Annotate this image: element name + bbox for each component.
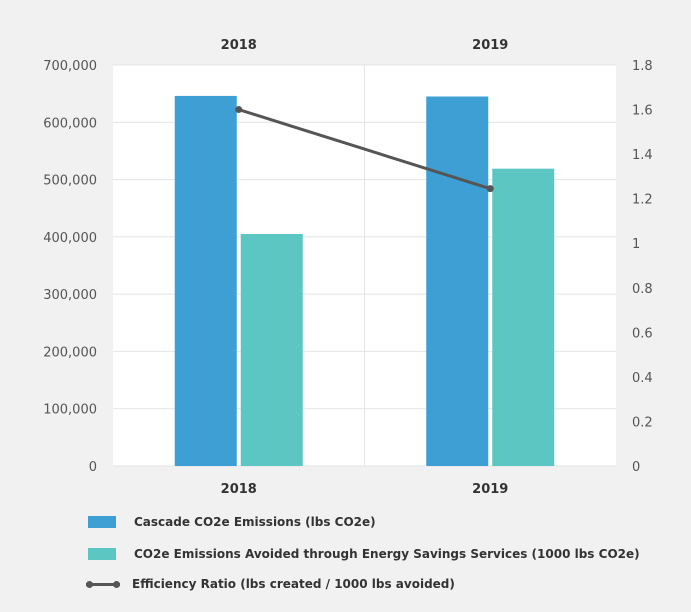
right-tick-label: 0 [632,460,640,475]
right-tick-label: 1.8 [632,59,653,74]
bar [174,95,237,466]
legend-label-avoided: CO2e Emissions Avoided through Energy Sa… [134,547,640,561]
left-tick-label: 0 [89,460,97,475]
left-tick-label: 500,000 [43,174,97,189]
legend-item-avoided: CO2e Emissions Avoided through Energy Sa… [88,542,640,566]
right-axis-ticks: 0 0.2 0.4 0.6 0.8 1 1.2 1.4 1.6 1.8 [632,59,653,475]
line-point [235,106,243,114]
legend-label-ratio: Efficiency Ratio (lbs created / 1000 lbs… [132,577,455,591]
top-category-label: 2018 [221,38,257,53]
category-labels: 2018 2019 2018 2019 [221,38,509,497]
legend-swatch-emissions [88,516,116,528]
top-category-label: 2019 [472,38,508,53]
efficiency-ratio-line [235,106,494,193]
legend-label-emissions: Cascade CO2e Emissions (lbs CO2e) [134,515,376,529]
legend-item-emissions: Cascade CO2e Emissions (lbs CO2e) [88,510,376,534]
bar [492,168,555,467]
legend-line-ratio [86,578,120,590]
bar [240,233,303,466]
left-tick-label: 100,000 [43,403,97,418]
left-tick-label: 400,000 [43,231,97,246]
left-tick-label: 200,000 [43,345,97,360]
x-category-label: 2019 [472,482,508,497]
left-tick-label: 600,000 [43,116,97,131]
legend-swatch-avoided [88,548,116,560]
right-tick-label: 1.6 [632,104,653,119]
right-tick-label: 1 [632,237,640,252]
left-axis-ticks: 0 100,000 200,000 300,000 400,000 500,000 600,… [43,59,97,475]
left-tick-label: 700,000 [43,59,97,74]
right-tick-label: 1.4 [632,148,653,163]
right-tick-label: 0.8 [632,282,653,297]
bar [426,96,489,466]
legend-item-ratio: Efficiency Ratio (lbs created / 1000 lbs… [86,572,455,596]
left-tick-label: 300,000 [43,288,97,303]
x-category-label: 2018 [221,482,257,497]
legend-line-stroke [86,583,120,586]
bars [174,95,555,467]
right-tick-label: 0.4 [632,371,653,386]
line-path [238,108,491,191]
right-tick-label: 1.2 [632,193,653,208]
line-point [486,185,494,193]
legend-line-dot-end [113,581,120,588]
right-tick-label: 0.2 [632,415,653,430]
legend-line-dot-start [86,581,93,588]
right-tick-label: 0.6 [632,326,653,341]
